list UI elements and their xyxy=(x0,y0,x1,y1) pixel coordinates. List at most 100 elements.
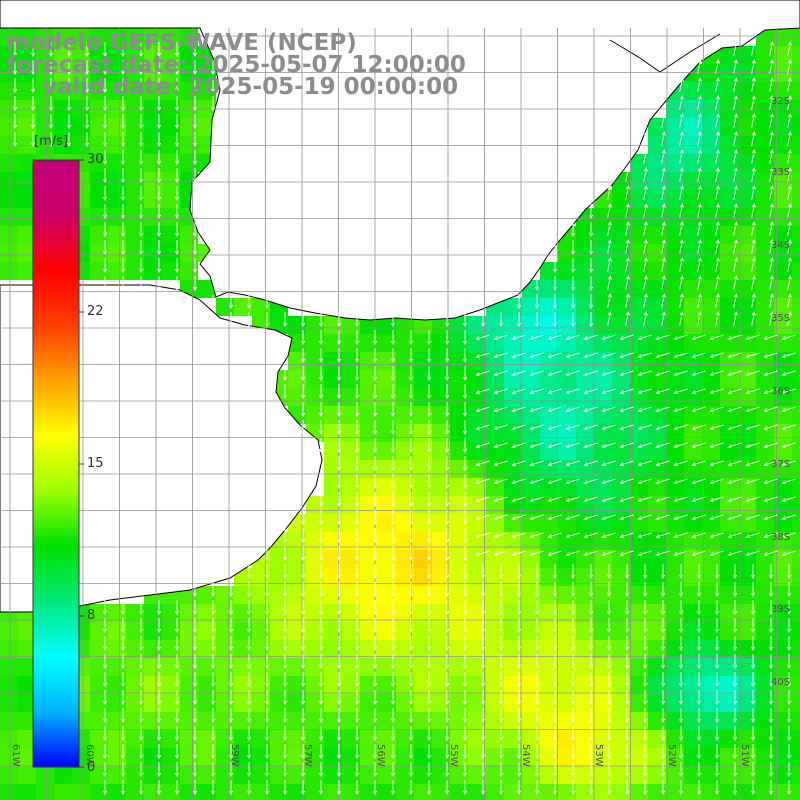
arrow-head xyxy=(732,736,738,741)
wind-arrow xyxy=(408,672,414,687)
wind-cell xyxy=(468,478,486,496)
arrow-head xyxy=(174,682,180,687)
arrow-head xyxy=(619,372,624,377)
wind-arrow xyxy=(336,510,342,525)
wind-cell xyxy=(342,370,360,388)
arrow-head xyxy=(174,628,180,633)
arrow-head xyxy=(787,149,792,154)
arrow-head xyxy=(601,516,606,521)
arrow-shaft xyxy=(638,478,652,484)
arrow-head xyxy=(511,498,516,503)
wind-arrow xyxy=(174,222,180,237)
wind-cell xyxy=(126,46,144,64)
wind-cell xyxy=(630,532,648,550)
arrow-head xyxy=(493,480,498,485)
arrow-head xyxy=(408,646,414,651)
arrow-head xyxy=(715,275,720,280)
arrow-head xyxy=(655,390,660,395)
wind-arrow xyxy=(174,276,180,291)
wind-cell xyxy=(612,568,630,586)
wind-cell xyxy=(306,388,324,406)
arrow-head xyxy=(390,376,396,381)
wind-cell xyxy=(486,370,504,388)
wind-cell xyxy=(486,352,504,370)
wind-cell xyxy=(558,334,576,352)
arrow-head xyxy=(715,59,720,64)
wind-cell xyxy=(720,172,738,190)
wind-arrow xyxy=(655,460,670,467)
wind-cell xyxy=(702,730,720,748)
arrow-head xyxy=(300,700,306,705)
wind-cell xyxy=(738,190,756,208)
wind-arrow xyxy=(642,636,648,651)
wind-cell xyxy=(702,532,720,550)
arrow-shaft xyxy=(787,96,791,110)
lon-label-57w: 57W xyxy=(302,744,313,767)
arrow-head xyxy=(390,448,396,453)
arrow-head xyxy=(715,149,720,154)
arrow-shaft xyxy=(728,478,742,484)
arrow-head xyxy=(390,754,396,759)
wind-arrow xyxy=(300,690,306,705)
wind-arrow xyxy=(727,496,742,503)
wind-arrow xyxy=(601,424,616,431)
arrow-head xyxy=(691,336,696,341)
arrow-head xyxy=(318,376,324,381)
wind-cell xyxy=(756,640,774,658)
arrow-head xyxy=(156,646,162,651)
wind-cell xyxy=(684,694,702,712)
wind-cell xyxy=(198,694,216,712)
wind-cell xyxy=(684,154,702,172)
arrow-head xyxy=(318,664,324,669)
wind-arrow xyxy=(534,726,540,741)
arrow-head xyxy=(714,574,720,579)
arrow-head xyxy=(750,682,756,687)
wind-cell xyxy=(522,514,540,532)
wind-arrow xyxy=(588,744,594,759)
arrow-head xyxy=(300,682,306,687)
wind-cell xyxy=(180,154,198,172)
wind-arrow xyxy=(547,550,562,557)
wind-arrow xyxy=(228,618,234,633)
wind-arrow xyxy=(408,456,414,471)
arrow-head xyxy=(691,498,696,503)
arrow-head xyxy=(727,390,732,395)
wind-cell xyxy=(630,190,648,208)
wind-cell xyxy=(558,244,576,262)
arrow-head xyxy=(408,664,414,669)
arrow-head xyxy=(462,376,468,381)
wind-arrow xyxy=(570,564,576,579)
wind-arrow xyxy=(264,564,270,579)
wind-cell xyxy=(0,226,18,244)
arrow-head xyxy=(336,340,342,345)
wind-cell xyxy=(450,388,468,406)
wind-cell xyxy=(342,550,360,568)
arrow-head xyxy=(228,646,234,651)
wind-cell xyxy=(144,136,162,154)
wind-cell xyxy=(594,568,612,586)
arrow-head xyxy=(318,322,324,327)
arrow-head xyxy=(751,131,756,136)
wind-arrow xyxy=(661,275,666,290)
wind-arrow xyxy=(751,185,756,200)
wind-arrow xyxy=(588,582,594,597)
arrow-shaft xyxy=(692,532,706,538)
arrow-shaft xyxy=(733,150,737,164)
arrow-head xyxy=(787,221,792,226)
wind-cell xyxy=(540,514,558,532)
arrow-head xyxy=(673,462,678,467)
arrow-shaft xyxy=(643,222,647,236)
wind-cell xyxy=(702,694,720,712)
wind-arrow xyxy=(751,41,756,56)
wind-arrow xyxy=(516,636,522,651)
wind-cell xyxy=(576,496,594,514)
arrow-shaft xyxy=(620,460,634,466)
wind-arrow xyxy=(642,744,648,759)
wind-cell xyxy=(576,586,594,604)
wind-arrow xyxy=(102,600,108,615)
wind-arrow xyxy=(588,654,594,669)
wind-arrow xyxy=(588,204,594,219)
arrow-shaft xyxy=(751,222,755,236)
wind-arrow xyxy=(156,726,162,741)
arrow-head xyxy=(534,574,540,579)
